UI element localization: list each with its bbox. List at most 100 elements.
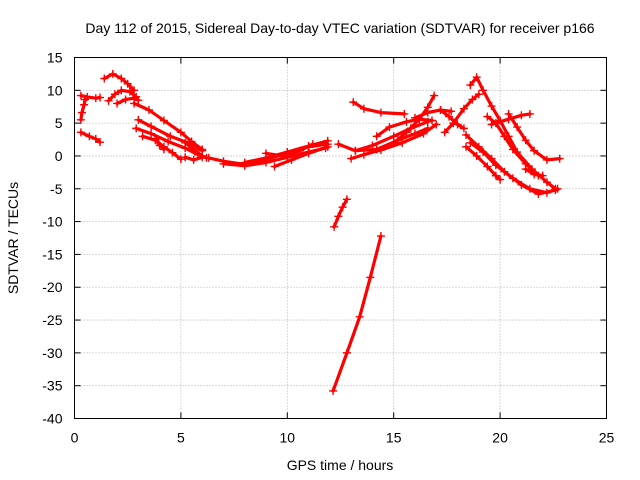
data-point	[304, 149, 313, 158]
series-trace	[132, 101, 204, 151]
series-trace	[272, 145, 330, 169]
data-point	[77, 108, 86, 117]
data-point	[479, 148, 488, 157]
data-point	[279, 151, 288, 160]
data-point	[151, 134, 160, 143]
data-point	[525, 184, 534, 193]
series-arc-36	[487, 109, 534, 129]
y-tick-label: -15	[42, 246, 62, 262]
data-point	[176, 128, 185, 137]
data-point	[240, 158, 249, 167]
data-point	[155, 141, 164, 150]
data-point	[159, 145, 168, 154]
data-point	[359, 104, 368, 113]
data-point	[410, 113, 419, 122]
x-tick-label: 15	[386, 430, 402, 446]
data-point	[164, 137, 173, 146]
series-trace	[413, 108, 453, 120]
data-point	[430, 91, 439, 100]
data-point	[466, 138, 475, 147]
data-point	[366, 273, 375, 282]
y-tick-label: -35	[42, 378, 62, 394]
data-point	[334, 212, 343, 221]
series-trace	[336, 126, 430, 153]
data-point	[147, 129, 156, 138]
data-point	[402, 117, 411, 126]
series-arc-11	[151, 134, 168, 154]
data-point	[130, 99, 139, 108]
data-point	[479, 86, 488, 95]
series-arc-05	[104, 86, 141, 105]
data-point	[553, 184, 562, 193]
series-trace	[115, 96, 140, 105]
data-point	[342, 348, 351, 357]
data-point	[462, 142, 471, 151]
series-trace	[331, 234, 383, 393]
data-point	[100, 74, 109, 83]
data-point	[219, 159, 228, 168]
data-point	[402, 128, 411, 137]
data-point	[147, 122, 156, 131]
data-point	[491, 161, 500, 170]
series-trace	[79, 130, 102, 144]
data-point	[96, 93, 105, 102]
data-point	[123, 79, 132, 88]
data-point	[372, 132, 381, 141]
data-point	[376, 146, 385, 155]
series-arc-32	[466, 138, 562, 197]
series-arc-37	[521, 165, 547, 180]
data-series	[76, 69, 564, 395]
data-point	[368, 141, 377, 150]
data-point	[496, 175, 505, 184]
data-point	[330, 222, 339, 231]
data-point	[144, 106, 153, 115]
data-point	[398, 138, 407, 147]
data-point	[117, 86, 126, 95]
data-point	[181, 153, 190, 162]
data-point	[376, 232, 385, 241]
y-tick-label: -20	[42, 279, 62, 295]
data-point	[504, 115, 513, 124]
data-point	[117, 74, 126, 83]
series-arc-06	[113, 94, 143, 108]
series-arc-03	[76, 128, 105, 147]
data-point	[110, 90, 119, 99]
data-point	[132, 124, 141, 133]
series-arc-13	[181, 153, 207, 164]
data-point	[308, 140, 317, 149]
series-arc-35	[504, 109, 564, 164]
series-arc-21	[349, 98, 409, 118]
data-point	[542, 178, 551, 187]
data-point	[483, 162, 492, 171]
data-point	[487, 120, 496, 129]
series-arc-17	[262, 140, 317, 160]
data-point	[168, 148, 177, 157]
data-point	[134, 115, 143, 124]
data-point	[204, 153, 213, 162]
data-point	[428, 116, 437, 125]
data-point	[329, 386, 338, 395]
data-point	[76, 91, 85, 100]
data-point	[389, 138, 398, 147]
data-point	[508, 145, 517, 154]
series-arc-23	[347, 120, 441, 163]
y-tick-label: -5	[50, 181, 63, 197]
data-point	[349, 98, 358, 107]
data-point	[351, 146, 360, 155]
series-arc-02	[76, 95, 90, 124]
data-point	[113, 99, 122, 108]
data-point	[76, 128, 85, 137]
data-point	[432, 120, 441, 129]
data-point	[159, 116, 168, 125]
data-point	[459, 124, 468, 133]
data-point	[296, 146, 305, 155]
data-point	[121, 95, 130, 104]
series-trace	[264, 142, 315, 158]
data-point	[138, 132, 147, 141]
series-trace	[490, 112, 532, 126]
x-tick-label: 25	[599, 430, 615, 446]
data-point	[80, 100, 89, 109]
data-point	[385, 123, 394, 132]
data-point	[342, 195, 351, 204]
